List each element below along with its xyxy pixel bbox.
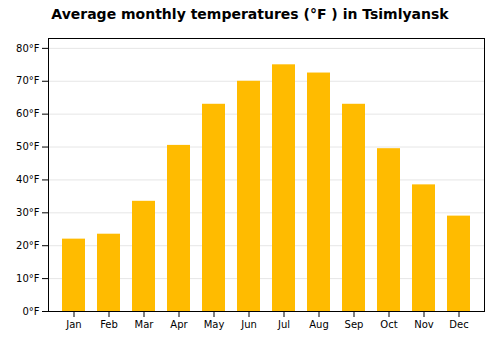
svg-text:10°F: 10°F [16,273,40,284]
svg-text:Feb: Feb [100,319,118,330]
svg-text:20°F: 20°F [16,240,40,251]
svg-text:Jul: Jul [277,319,290,330]
svg-text:30°F: 30°F [16,207,40,218]
svg-text:70°F: 70°F [16,75,40,86]
svg-text:Jun: Jun [240,319,257,330]
svg-text:Dec: Dec [449,319,468,330]
html-text:Average monthly temperatures (: Average monthly temperatures (°F ) in Ts… [51,6,449,22]
svg-text:40°F: 40°F [16,174,40,185]
svg-text:Mar: Mar [135,319,155,330]
svg-text:50°F: 50°F [16,141,40,152]
svg-text:80°F: 80°F [16,43,40,54]
svg-text:60°F: 60°F [16,108,40,119]
svg-text:Oct: Oct [380,319,397,330]
svg-text:Aug: Aug [309,319,329,330]
svg-text:Jan: Jan [65,319,81,330]
svg-text:Sep: Sep [345,319,364,330]
svg-text:May: May [204,319,225,330]
svg-text:0°F: 0°F [22,306,39,317]
svg-text:Apr: Apr [170,319,188,330]
svg-text:Nov: Nov [414,319,434,330]
